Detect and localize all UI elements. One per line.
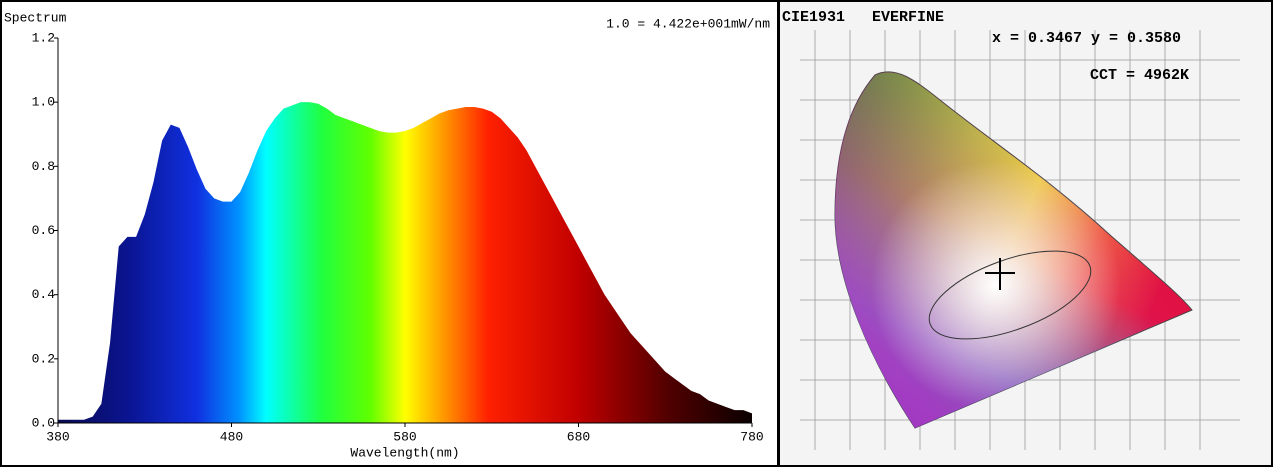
y-tick-label: 0.2	[32, 351, 55, 366]
chart-title: Spectrum	[4, 10, 67, 25]
cie-cct: CCT = 4962K	[1090, 67, 1189, 84]
x-tick-label: 780	[740, 429, 763, 444]
y-tick-label: 0.6	[32, 223, 55, 238]
y-tick-label: 0.0	[32, 415, 55, 430]
y-tick-label: 0.8	[32, 159, 55, 174]
y-tick-label: 1.2	[32, 30, 55, 45]
cie-locus	[834, 71, 1193, 429]
x-tick-label: 580	[393, 429, 416, 444]
x-tick-label: 480	[220, 429, 243, 444]
cie-title: CIE1931 EVERFINE	[782, 9, 944, 26]
spectrum-area	[58, 102, 752, 424]
x-tick-label: 680	[567, 429, 590, 444]
y-tick-label: 1.0	[32, 95, 55, 110]
cie-coordinates: x = 0.3467 y = 0.3580	[992, 30, 1181, 47]
y-tick-label: 0.4	[32, 287, 56, 302]
x-tick-label: 380	[46, 429, 69, 444]
annotation: 1.0 = 4.422e+001mW/nm	[606, 16, 770, 31]
x-axis-label: Wavelength(nm)	[350, 445, 459, 460]
plot: 0.0 0.2 0.4 0.6 0.8 1.0 1.2 380 480 580 680 780	[32, 30, 764, 444]
